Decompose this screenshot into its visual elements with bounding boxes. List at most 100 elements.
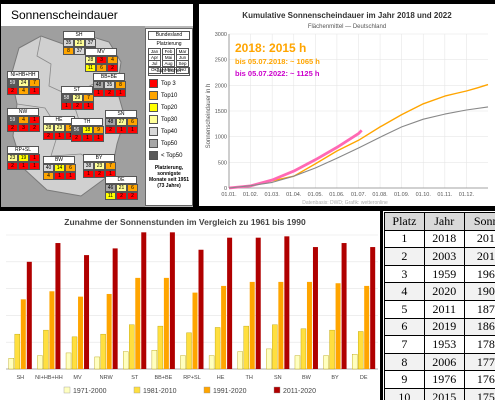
legend-label: Top 3 bbox=[161, 81, 176, 88]
state-rank-cell: 4 bbox=[18, 87, 29, 95]
table-cell: 2015 bbox=[423, 387, 465, 400]
state-box-sh: SH35213783715 bbox=[63, 31, 96, 55]
bar-category-label: TH bbox=[246, 375, 253, 381]
legend-label: < Top50 bbox=[161, 153, 183, 160]
table-cell: 9 bbox=[384, 370, 425, 389]
table-row: 319591960 bbox=[384, 264, 495, 284]
state-rank-cell: 7 bbox=[29, 79, 40, 87]
state-rank-row: 28 3 4 bbox=[85, 56, 118, 64]
rankings-map-panel: Sonnenscheindauer Platzierungen SH352137… bbox=[1, 4, 193, 207]
state-rank-cell: 3 bbox=[96, 56, 107, 64]
state-rank-cell: 2 bbox=[94, 170, 105, 178]
table-cell: 2 bbox=[384, 247, 425, 266]
bar bbox=[129, 324, 135, 370]
state-box-de: DE 46 21 6 11 2 2 bbox=[105, 176, 138, 200]
table-cell: 1 bbox=[384, 229, 425, 249]
state-rank-cell: 2 bbox=[43, 132, 54, 140]
state-box-bw: BW 40 14 6 4 1 1 bbox=[43, 156, 76, 180]
bar bbox=[151, 350, 158, 370]
state-box-by: BY 38 23 7 1 2 1 bbox=[83, 154, 116, 178]
cum-y-tick: 0 bbox=[224, 186, 227, 192]
state-rank-row: 48 27 6 bbox=[105, 118, 138, 126]
cum-x-tick: 01.08. bbox=[372, 192, 388, 198]
state-box-mv: MV 28 3 4 11 6 2 bbox=[85, 48, 118, 72]
table-cell: 1760 bbox=[463, 370, 495, 389]
bar bbox=[100, 333, 106, 370]
table-cell: 3 bbox=[384, 264, 425, 284]
state-rank-cell: 1 bbox=[54, 132, 65, 140]
state-rank-cell: 2 bbox=[7, 162, 18, 170]
bar bbox=[306, 281, 312, 369]
table-cell: 2003 bbox=[423, 247, 465, 266]
state-rank-cell: 4 bbox=[43, 172, 54, 180]
state-rank-cell: 23 bbox=[94, 162, 105, 170]
cumulative-chart-panel: Kumulative Sonnenscheindauer im Jahr 201… bbox=[198, 3, 495, 207]
table-cell: 1775 bbox=[463, 352, 495, 372]
cum-title: Kumulative Sonnenscheindauer im Jahr 201… bbox=[242, 11, 452, 20]
bar bbox=[266, 348, 272, 370]
state-name: ST bbox=[61, 86, 93, 94]
bar-category-label: NI+HB+HH bbox=[35, 375, 63, 381]
bar bbox=[71, 336, 78, 370]
bar-category-label: BW bbox=[302, 375, 312, 381]
cum-x-tick: 01.02. bbox=[243, 192, 259, 198]
bar-category-label: DE bbox=[360, 375, 368, 381]
state-rank-cell: 21 bbox=[74, 39, 85, 47]
legend-item: Top50 bbox=[149, 139, 177, 148]
bar-category-label: HE bbox=[217, 375, 225, 381]
legend-note: Platzierung, sonnigste Monate seit 1951 … bbox=[148, 165, 190, 189]
cum-anno-2022: bis 05.07.2022: ~ 1125 h bbox=[235, 69, 320, 78]
state-rank-cell: 2 bbox=[116, 192, 127, 200]
bar-category-label: SH bbox=[16, 375, 24, 381]
table-row: 620191863 bbox=[384, 317, 495, 337]
cum-highlight-text: 2018: 2015 h bbox=[235, 41, 306, 55]
bar-category-label: RP+SL bbox=[183, 375, 201, 381]
cum-x-tick: 01.10. bbox=[416, 192, 432, 198]
legend-label: Top20 bbox=[161, 105, 178, 112]
bar bbox=[329, 329, 335, 370]
cum-ylabel: Sonnenscheindauer in h bbox=[206, 84, 212, 149]
state-rank-cell: 6 bbox=[127, 118, 138, 126]
legend-swatch bbox=[149, 127, 158, 136]
state-box-he: HE28239211 bbox=[43, 116, 76, 140]
bar bbox=[186, 332, 192, 370]
legend-month-cell: Nov bbox=[162, 66, 175, 74]
increase-bar-chart-panel: Zunahme der Sonnenstunden im Vergleich z… bbox=[0, 211, 380, 400]
bar bbox=[157, 325, 164, 370]
state-name: SN bbox=[105, 110, 137, 118]
legend-swatch bbox=[149, 91, 158, 100]
state-rank-cell: 27 bbox=[116, 118, 127, 126]
bar bbox=[112, 248, 118, 369]
bar bbox=[243, 325, 249, 370]
bar bbox=[20, 299, 26, 369]
table-cell: 2019 bbox=[423, 317, 465, 337]
bar bbox=[163, 277, 169, 369]
table-header-sonne: Sonne bbox=[463, 212, 495, 231]
cum-x-tick: 01.09. bbox=[394, 192, 410, 198]
bar bbox=[198, 249, 204, 369]
legend-item: Top30 bbox=[149, 115, 177, 124]
table-cell: 10 bbox=[384, 387, 425, 400]
bar-legend-label: 1981-2010 bbox=[143, 388, 177, 395]
state-box-nw: NW 59 4 1 2 3 2 bbox=[7, 108, 40, 132]
state-rank-cell: 23 bbox=[54, 124, 65, 132]
state-rank-cell: 48 bbox=[93, 81, 104, 89]
state-rank-cell: 3 bbox=[18, 124, 29, 132]
state-rank-cell: 8 bbox=[63, 47, 74, 55]
state-rank-cell: 1 bbox=[93, 89, 104, 97]
cum-y-tick: 2500 bbox=[215, 58, 227, 64]
state-rank-cell: 1 bbox=[29, 116, 40, 124]
state-rank-cell: 7 bbox=[105, 162, 116, 170]
state-rank-cell: 40 bbox=[43, 164, 54, 172]
state-box-ni-hb-hh: NI+HB+HH 59 24 7 2 4 1 bbox=[7, 71, 40, 95]
state-rank-cell: 2 bbox=[29, 124, 40, 132]
bar bbox=[335, 283, 341, 369]
table-cell: 5 bbox=[384, 299, 425, 319]
state-rank-row: 48 35 8 bbox=[93, 81, 126, 89]
cum-line-mittel bbox=[228, 106, 489, 189]
state-rank-cell: 59 bbox=[7, 79, 18, 87]
state-rank-cell: 1 bbox=[18, 162, 29, 170]
cum-anno-2018: bis 05.07.2018: ~ 1065 h bbox=[235, 57, 320, 66]
state-rank-cell: 6 bbox=[65, 164, 76, 172]
